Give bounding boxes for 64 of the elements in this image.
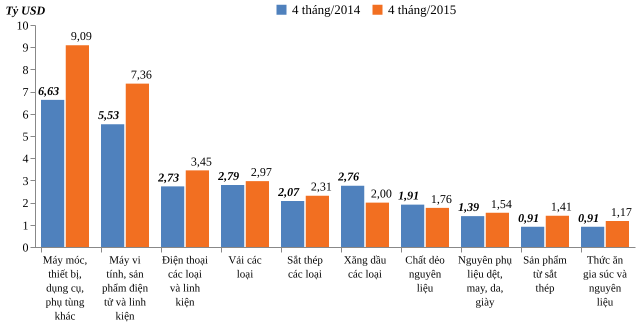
bar <box>341 186 364 247</box>
x-tick-label: Máy móc, thiết bị, dụng cụ, phụ tùng khác <box>42 254 88 322</box>
text: 0,91 <box>578 210 600 225</box>
text: 1,54 <box>490 196 512 211</box>
bar <box>66 45 89 247</box>
bar <box>161 186 184 247</box>
y-tick-label: 4 <box>22 152 28 166</box>
text: 0,91 <box>518 210 540 225</box>
y-tick-label: 10 <box>16 18 28 32</box>
bar <box>521 226 544 247</box>
bar <box>546 216 569 247</box>
bar <box>401 204 424 247</box>
y-tick-label: 7 <box>22 85 28 100</box>
x-tick-label: Điện thoại các loại và linh kiện <box>162 254 208 308</box>
text: 2,73 <box>158 170 180 184</box>
text: 2,76 <box>338 170 360 184</box>
text: 2,79 <box>218 169 240 184</box>
text: 2,31 <box>310 180 332 194</box>
bar <box>186 170 209 247</box>
text: 5,53 <box>98 108 120 122</box>
text: 3,45 <box>190 154 212 168</box>
text: 2,00 <box>370 186 392 201</box>
bar <box>126 84 149 247</box>
x-tick-label: Sắt thép các loại <box>287 254 324 280</box>
text: 2,97 <box>250 165 272 180</box>
y-tick-label: 0 <box>22 240 28 254</box>
text: 7,36 <box>130 68 152 82</box>
legend-label: 4 tháng/2014 <box>292 2 361 17</box>
y-tick-label: 5 <box>22 130 28 144</box>
bar <box>366 202 389 247</box>
x-tick-label: Sản phẩm từ sắt thép <box>523 254 568 294</box>
text: 1,91 <box>398 188 420 203</box>
bar <box>101 124 124 247</box>
y-tick-label: 3 <box>22 174 28 188</box>
bar <box>426 208 449 247</box>
bar <box>461 216 484 247</box>
x-tick-label: Máy vi tính, sản phẩm điện tử và linh kiện <box>102 254 149 322</box>
x-tick-label: Chất dẻo nguyên liệu <box>405 254 446 294</box>
y-axis-title: Tỷ USD <box>6 4 46 18</box>
y-tick-label: 2 <box>22 196 28 210</box>
text: 2,07 <box>278 185 300 200</box>
bar <box>581 226 604 247</box>
text: 9,09 <box>70 29 92 44</box>
bar <box>306 196 329 247</box>
bar <box>246 181 269 247</box>
bar <box>606 221 629 247</box>
text: 1,76 <box>430 192 452 206</box>
y-tick-label: 8 <box>22 62 28 77</box>
text: 1,17 <box>610 205 632 220</box>
bar <box>41 100 64 247</box>
text: 1,41 <box>550 200 572 214</box>
legend-label: 4 tháng/2015 <box>388 2 456 17</box>
x-tick-label: Vải các loại <box>228 254 262 280</box>
text: 1,39 <box>458 200 480 214</box>
x-tick-label: Nguyên phụ liệu dệt, may, da, giày <box>458 254 513 308</box>
y-tick-label: 9 <box>22 40 28 55</box>
y-tick-label: 6 <box>22 107 28 122</box>
bar <box>221 185 244 247</box>
text: 6,63 <box>38 84 60 98</box>
x-tick-label: Thức ăn gia súc và nguyên liệu <box>583 254 628 308</box>
bar <box>281 201 304 247</box>
x-tick-label: Xăng dầu các loại <box>344 254 387 280</box>
bar <box>486 212 509 247</box>
y-tick-label: 1 <box>22 218 28 232</box>
